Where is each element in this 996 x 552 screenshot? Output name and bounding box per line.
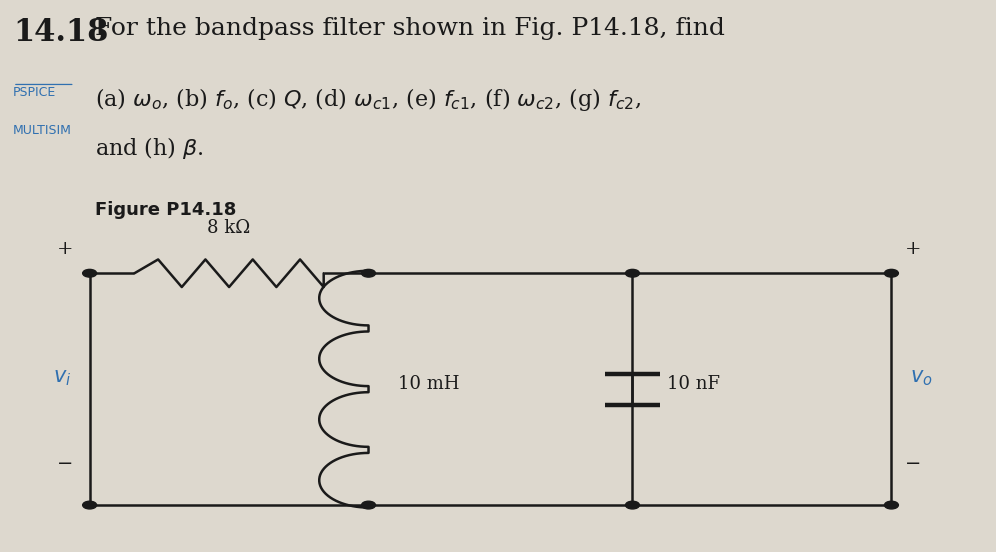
Text: Figure P14.18: Figure P14.18	[95, 201, 236, 220]
Text: +: +	[57, 240, 73, 258]
Text: 10 mH: 10 mH	[398, 375, 460, 392]
Circle shape	[884, 501, 898, 509]
Text: 8 kΩ: 8 kΩ	[207, 219, 251, 237]
Text: (a) $\omega_o$, (b) $f_o$, (c) $Q$, (d) $\omega_{c1}$, (e) $f_{c1}$, (f) $\omega: (a) $\omega_o$, (b) $f_o$, (c) $Q$, (d) …	[95, 86, 640, 113]
Text: 10 nF: 10 nF	[667, 375, 720, 392]
Circle shape	[884, 269, 898, 277]
Circle shape	[625, 269, 639, 277]
Text: PSPICE: PSPICE	[13, 86, 56, 99]
Text: For the bandpass filter shown in Fig. P14.18, find: For the bandpass filter shown in Fig. P1…	[95, 17, 724, 40]
Text: MULTISIM: MULTISIM	[13, 124, 72, 137]
Text: 14.18: 14.18	[13, 17, 109, 47]
Circle shape	[83, 269, 97, 277]
Text: and (h) $\beta$.: and (h) $\beta$.	[95, 135, 203, 161]
Text: +: +	[905, 240, 921, 258]
Text: −: −	[905, 455, 921, 474]
Text: −: −	[57, 455, 73, 474]
Circle shape	[625, 501, 639, 509]
Circle shape	[362, 501, 375, 509]
Text: $v_o$: $v_o$	[910, 368, 932, 388]
Circle shape	[83, 501, 97, 509]
Circle shape	[362, 269, 375, 277]
Text: $v_i$: $v_i$	[53, 368, 71, 388]
